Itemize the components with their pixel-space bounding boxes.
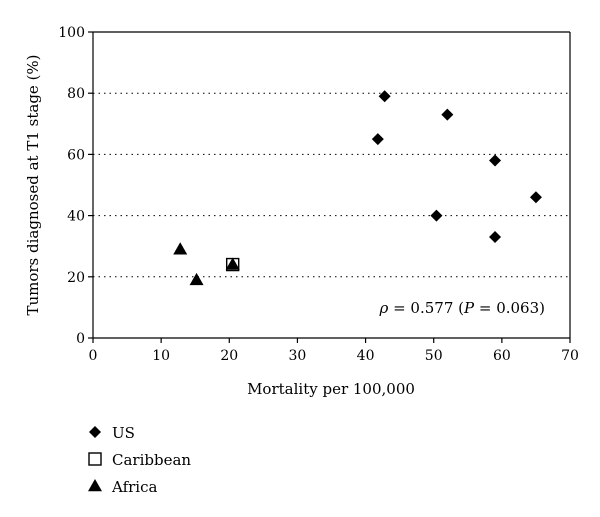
x-axis-label: Mortality per 100,000 — [247, 380, 415, 398]
correlation-annotation: ρ = 0.577 (P = 0.063) — [379, 299, 546, 317]
data-point-us — [371, 133, 384, 146]
y-tick-label: 100 — [58, 25, 85, 41]
y-tick-label: 40 — [67, 209, 85, 225]
annotation-p-symbol: P — [463, 299, 475, 317]
y-tick-label: 80 — [67, 86, 85, 102]
legend-marker-caribbean — [88, 452, 102, 466]
data-point-us — [529, 191, 542, 204]
legend-marker-us — [89, 426, 101, 438]
data-point-africa — [189, 272, 204, 286]
x-tick-label: 30 — [289, 348, 307, 364]
legend-label: US — [112, 424, 135, 442]
legend-item-africa: Africa — [88, 478, 157, 496]
x-tick-label: 60 — [493, 348, 511, 364]
data-point-us — [430, 209, 443, 222]
x-tick-label: 40 — [357, 348, 375, 364]
legend: US Caribbean Africa — [88, 424, 191, 496]
y-tick-label: 20 — [67, 270, 85, 286]
annotation-text-1: = 0.577 ( — [388, 299, 464, 317]
data-point-africa — [173, 242, 188, 255]
x-tick-label: 70 — [561, 348, 579, 364]
y-tick-label: 0 — [76, 331, 85, 347]
data-point-us — [489, 231, 502, 244]
x-tick-label: 20 — [220, 348, 238, 364]
x-tick-label: 50 — [425, 348, 443, 364]
legend-label: Africa — [111, 478, 157, 496]
x-tick-label: 10 — [152, 348, 170, 364]
data-point-africa — [225, 257, 240, 270]
legend-item-caribbean: Caribbean — [88, 451, 191, 469]
data-points — [173, 90, 542, 286]
y-ticks: 0 20 40 60 80 100 — [58, 25, 93, 347]
x-tick-label: 0 — [89, 348, 98, 364]
y-tick-label: 60 — [67, 147, 85, 163]
annotation-text-2: = 0.063) — [474, 299, 545, 317]
legend-item-us: US — [89, 424, 135, 442]
data-point-us — [441, 108, 454, 121]
axes — [92, 31, 571, 339]
x-ticks: 0 10 20 30 40 50 60 70 — [89, 338, 579, 364]
y-axis-label: Tumors diagnosed at T1 stage (%) — [24, 54, 42, 315]
data-point-us — [489, 154, 502, 167]
legend-label: Caribbean — [112, 451, 191, 469]
legend-marker-africa — [88, 479, 102, 492]
gridlines — [93, 92, 570, 278]
data-point-us — [378, 90, 391, 103]
